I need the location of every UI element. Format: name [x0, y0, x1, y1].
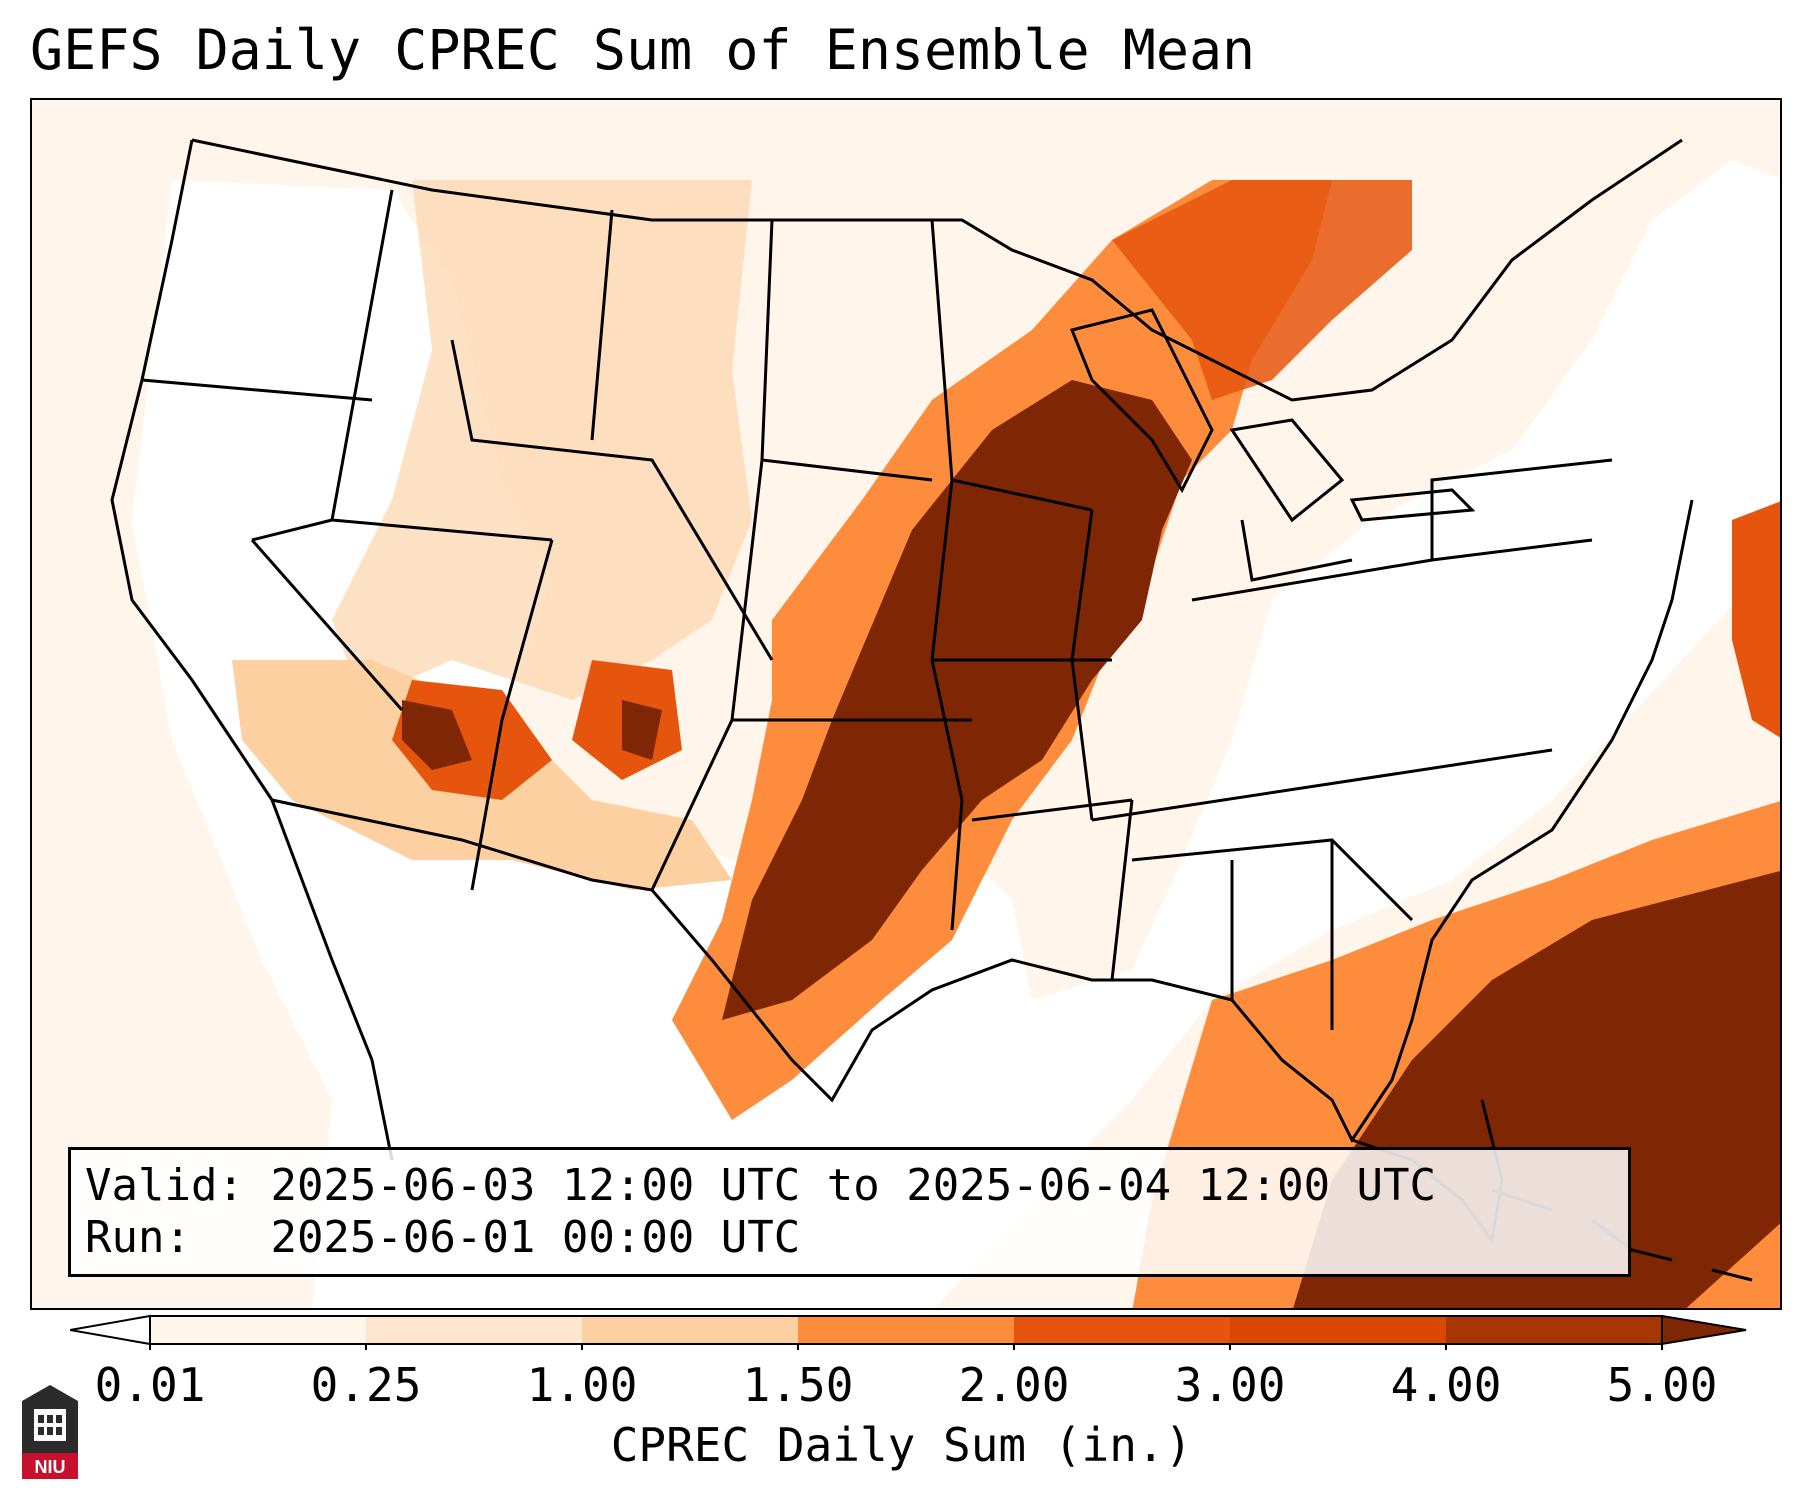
- colorbar-segment-6: [1230, 1316, 1446, 1344]
- colorbar-label: CPREC Daily Sum (in.): [610, 1418, 1193, 1472]
- dry-region: [132, 160, 1780, 1308]
- tick-label: 0.25: [310, 1358, 422, 1412]
- precipitation-map: [30, 98, 1782, 1310]
- logo-text: NIU: [35, 1457, 66, 1477]
- tick-label: 1.50: [742, 1358, 854, 1412]
- precip-band-west: [332, 180, 752, 700]
- tick-label: 1.00: [526, 1358, 638, 1412]
- tick-label: 3.00: [1174, 1358, 1286, 1412]
- valid-label: Valid:: [85, 1160, 244, 1211]
- niu-logo-icon: NIU: [22, 1385, 78, 1479]
- tick-label: 0.01: [94, 1358, 206, 1412]
- precip-core-arizona: [402, 700, 472, 770]
- colorbar-segment-1: [150, 1316, 366, 1344]
- logo-building: [34, 1409, 66, 1441]
- run-value: 2025-06-01 00:00 UTC: [270, 1212, 801, 1263]
- colorbar-under-arrow: [70, 1314, 151, 1346]
- run-label: Run:: [85, 1212, 191, 1263]
- colorbar-segment-7: [1446, 1316, 1662, 1344]
- info-box: Valid: 2025-06-03 12:00 UTC to 2025-06-0…: [68, 1147, 1631, 1277]
- tick-label: 2.00: [958, 1358, 1070, 1412]
- logo-banner: [22, 1453, 78, 1479]
- map-svg: [32, 100, 1780, 1308]
- colorbar-over-arrow: [1661, 1314, 1747, 1346]
- colorbar-segment-3: [582, 1316, 798, 1344]
- tick-label: 5.00: [1606, 1358, 1718, 1412]
- colorbar-ticks: [149, 1344, 1663, 1350]
- colorbar-segment-4: [798, 1316, 1014, 1344]
- colorbar-segment-2: [366, 1316, 582, 1344]
- colorbar: [70, 1314, 1747, 1350]
- precip-northeast-band: [1112, 180, 1412, 400]
- precip-east-edge: [1732, 501, 1780, 738]
- valid-value: 2025-06-03 12:00 UTC to 2025-06-04 12:00…: [270, 1160, 1437, 1211]
- colorbar-outline: [149, 1315, 1663, 1345]
- tick-label: 4.00: [1390, 1358, 1502, 1412]
- colorbar-segment-5: [1014, 1316, 1230, 1344]
- precip-core-newmexico: [622, 700, 662, 760]
- map-title: GEFS Daily CPREC Sum of Ensemble Mean: [30, 18, 1256, 82]
- precip-core-central: [722, 380, 1192, 1020]
